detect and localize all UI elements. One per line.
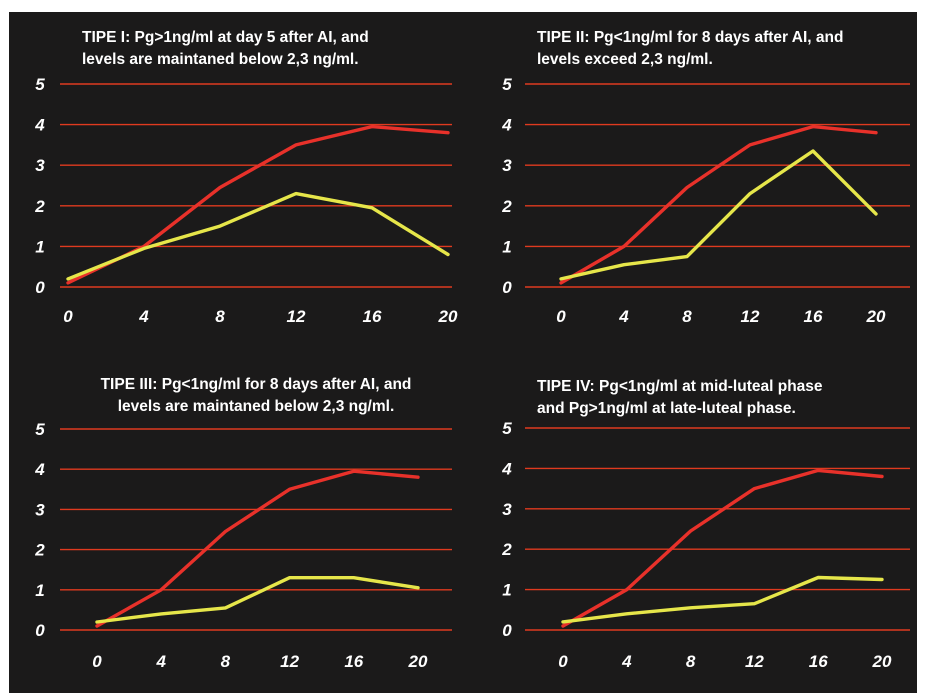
chart-title-line: levels are maintaned below 2,3 ng/ml. (118, 398, 395, 415)
series-line-red (559, 124, 878, 285)
chart-title-line: TIPE III: Pg<1ng/ml for 8 days after AI,… (101, 376, 412, 393)
y-tick-label: 1 (502, 581, 511, 600)
x-tick-label: 4 (621, 652, 632, 671)
x-tick-label: 12 (741, 307, 760, 326)
x-tick-label: 0 (558, 652, 568, 671)
x-tick-label: 20 (438, 307, 458, 326)
y-tick-label: 0 (502, 278, 512, 297)
series-line-red (95, 469, 420, 628)
y-tick-label: 0 (35, 621, 45, 640)
chart-title-line: levels exceed 2,3 ng/ml. (537, 51, 713, 68)
y-tick-label: 2 (501, 197, 512, 216)
x-tick-label: 8 (686, 652, 696, 671)
chart-title-line: and Pg>1ng/ml at late-luteal phase. (537, 400, 796, 417)
chart-title-line: TIPE I: Pg>1ng/ml at day 5 after AI, and (82, 29, 369, 46)
series-line-red (561, 468, 884, 628)
y-tick-label: 1 (502, 237, 511, 256)
x-tick-label: 8 (682, 307, 692, 326)
y-tick-label: 2 (34, 197, 45, 216)
chart-panel-2: TIPE II: Pg<1ng/ml for 8 days after AI, … (501, 29, 910, 326)
y-tick-label: 0 (35, 278, 45, 297)
chart-title-line: TIPE IV: Pg<1ng/ml at mid-luteal phase (537, 378, 823, 395)
x-tick-label: 12 (287, 307, 306, 326)
x-tick-label: 16 (363, 307, 382, 326)
series-line-yellow (559, 149, 878, 281)
x-tick-label: 16 (809, 652, 828, 671)
x-tick-label: 8 (215, 307, 225, 326)
x-tick-label: 8 (221, 652, 231, 671)
y-tick-label: 4 (34, 116, 45, 135)
y-tick-label: 4 (34, 460, 45, 479)
x-tick-label: 20 (866, 307, 886, 326)
y-tick-label: 2 (501, 540, 512, 559)
y-tick-label: 5 (502, 75, 512, 94)
series-line-yellow (66, 191, 450, 281)
chart-title-line: levels are maintaned below 2,3 ng/ml. (82, 51, 359, 68)
x-tick-label: 20 (872, 652, 892, 671)
x-tick-label: 4 (618, 307, 629, 326)
y-tick-label: 1 (35, 237, 44, 256)
chart-panel-1: TIPE I: Pg>1ng/ml at day 5 after AI, and… (34, 29, 458, 326)
y-tick-label: 2 (34, 541, 45, 560)
x-tick-label: 0 (556, 307, 566, 326)
chart-panel-3: TIPE III: Pg<1ng/ml for 8 days after AI,… (34, 376, 452, 671)
y-tick-label: 5 (35, 420, 45, 439)
y-tick-label: 1 (35, 581, 44, 600)
x-tick-label: 16 (804, 307, 823, 326)
x-tick-label: 0 (63, 307, 73, 326)
y-tick-label: 3 (35, 156, 45, 175)
y-tick-label: 5 (35, 75, 45, 94)
series-line-yellow (561, 575, 884, 624)
x-tick-label: 16 (344, 652, 363, 671)
y-tick-label: 3 (35, 500, 45, 519)
x-tick-label: 4 (155, 652, 166, 671)
y-tick-label: 3 (502, 156, 512, 175)
x-tick-label: 4 (138, 307, 149, 326)
chart-panel-4: TIPE IV: Pg<1ng/ml at mid-luteal phase an… (501, 378, 910, 671)
x-tick-label: 12 (745, 652, 764, 671)
y-tick-label: 4 (501, 459, 512, 478)
series-line-yellow (95, 576, 420, 624)
x-tick-label: 20 (408, 652, 428, 671)
x-tick-label: 12 (280, 652, 299, 671)
x-tick-label: 0 (92, 652, 102, 671)
chart-background (9, 12, 917, 693)
y-tick-label: 5 (502, 419, 512, 438)
y-tick-label: 0 (502, 621, 512, 640)
y-tick-label: 3 (502, 500, 512, 519)
series-line-red (66, 124, 450, 285)
chart-title-line: TIPE II: Pg<1ng/ml for 8 days after AI, … (537, 29, 843, 46)
y-tick-label: 4 (501, 116, 512, 135)
